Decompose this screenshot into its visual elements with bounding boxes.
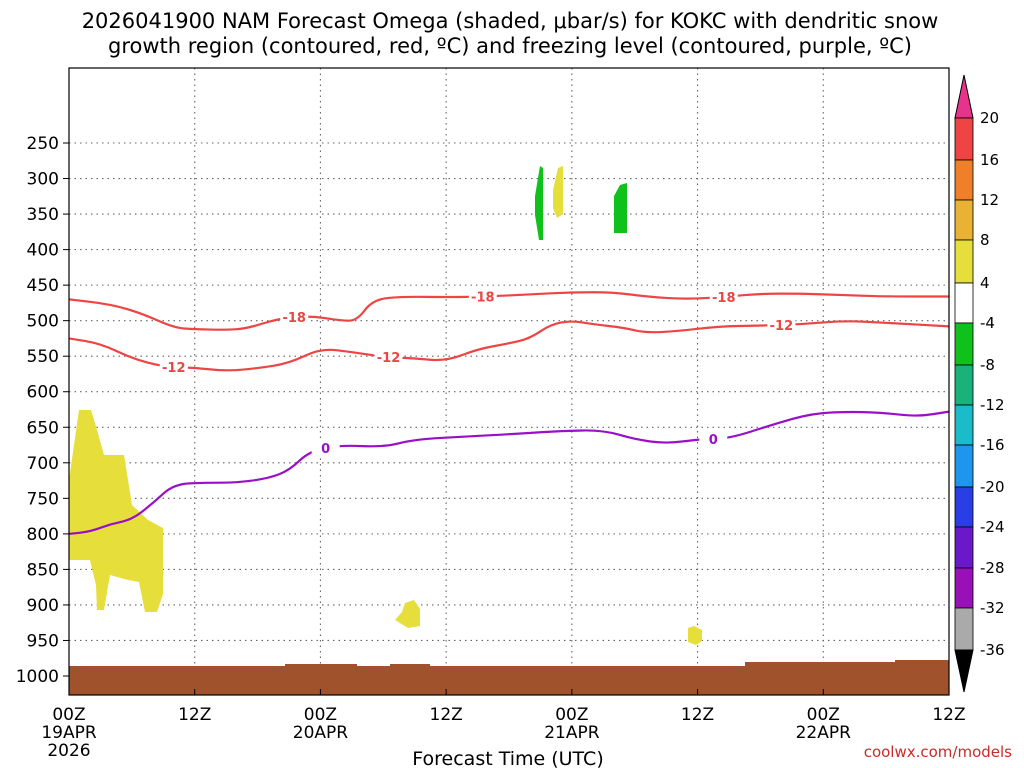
colorbar: 20 16 12 8 4 -4 -8 -12 -16 -20 -24 -28 -32 -36 (954, 74, 1005, 693)
colorbar-swatch-2 (954, 159, 974, 201)
y-tick-label-600: 600 (27, 383, 59, 403)
x-tick-date-72: 22APR (796, 723, 852, 743)
omega-shade-yellow-2 (395, 600, 420, 628)
x-tick-label-84: 12Z (932, 705, 965, 725)
y-tick-label-750: 750 (27, 489, 59, 509)
x-tick-label-72: 00Z (807, 705, 840, 725)
y-tick-label-900: 900 (27, 596, 59, 616)
omega-shade-yellow-1 (69, 410, 163, 612)
colorbar-top-arrow (954, 74, 974, 119)
colorbar-swatch-3 (954, 199, 974, 241)
colorbar-swatch-12 (954, 567, 974, 609)
contour-label-bg (159, 359, 188, 375)
contour-label--12: -12 (162, 361, 186, 376)
y-tick-label-800: 800 (27, 525, 59, 545)
x-tick-date-24: 20APR (293, 723, 349, 743)
contour-label--12: -12 (377, 351, 401, 366)
colorbar-label-13: -36 (980, 641, 1005, 659)
x-tick-date-0: 19APR (41, 723, 97, 743)
y-tick-label-650: 650 (27, 418, 59, 438)
x-tick-label-24: 00Z (304, 705, 337, 725)
y-tick-label-1000: 1000 (16, 667, 59, 687)
contour-label-0: 0 (709, 433, 718, 448)
colorbar-swatch-6 (954, 322, 974, 366)
x-tick-year-0: 2026 (47, 741, 90, 761)
x-tick-label-36: 12Z (430, 705, 463, 725)
x-axis-title: Forecast Time (UTC) (412, 748, 603, 768)
x-tick-date-48: 21APR (544, 723, 600, 743)
chart-title-line-2: growth region (contoured, red, ºC) and f… (108, 34, 912, 58)
y-tick-label-700: 700 (27, 454, 59, 474)
colorbar-label-3: 8 (980, 231, 990, 249)
omega-shade-green-1 (535, 166, 543, 240)
y-tick-label-350: 350 (27, 205, 59, 225)
temperature-contours: -18 -18 -18 -12 -12 -12 0 0 (68, 288, 950, 535)
colorbar-swatch-11 (954, 526, 974, 569)
y-tick-label-400: 400 (27, 241, 59, 261)
colorbar-swatch-1 (954, 117, 974, 161)
contour-label--18: -18 (712, 291, 736, 306)
colorbar-label-0: 20 (980, 109, 999, 127)
contour-label-bg (468, 288, 497, 304)
y-tick-label-550: 550 (27, 347, 59, 367)
contour-label-0: 0 (321, 442, 330, 457)
x-tick-label-12: 12Z (178, 705, 211, 725)
contour-line--12-1 (68, 320, 950, 372)
colorbar-label-2: 12 (980, 191, 999, 209)
y-tick-label-300: 300 (27, 170, 59, 190)
colorbar-label-8: -16 (980, 436, 1005, 454)
colorbar-swatch-7 (954, 364, 974, 406)
colorbar-label-1: 16 (980, 151, 999, 169)
contour-label-bg (709, 288, 738, 304)
colorbar-label-4: 4 (980, 274, 990, 292)
y-tick-label-250: 250 (27, 134, 59, 154)
colorbar-swatch-4 (954, 239, 974, 284)
colorbar-label-12: -32 (980, 599, 1005, 617)
x-tick-label-48: 00Z (555, 705, 588, 725)
terrain-surface (69, 660, 949, 695)
colorbar-swatch-9 (954, 444, 974, 488)
colorbar-label-7: -12 (980, 396, 1005, 414)
y-axis-pressure: 250 300 350 400 450 500 550 600 650 700 750 800 850 9… (16, 134, 69, 687)
colorbar-swatch-8 (954, 404, 974, 446)
contour-label--12: -12 (770, 319, 794, 334)
omega-shade-yellow-4 (553, 166, 563, 218)
y-tick-label-950: 950 (27, 631, 59, 651)
omega-shade-green-2 (614, 183, 627, 233)
credit-text: coolwx.com/models (864, 743, 1012, 761)
y-tick-label-450: 450 (27, 276, 59, 296)
x-tick-label-60: 12Z (681, 705, 714, 725)
contour-line--18-0 (68, 291, 949, 331)
contour-label-bg (280, 309, 309, 325)
colorbar-label-10: -24 (980, 518, 1005, 536)
omega-shading (69, 166, 702, 645)
colorbar-swatch-13 (954, 607, 974, 651)
x-tick-label-0: 00Z (52, 705, 85, 725)
contour-label-bg (374, 349, 403, 365)
contour-label--18: -18 (282, 311, 306, 326)
y-tick-label-500: 500 (27, 312, 59, 332)
contour-label-bg (311, 439, 340, 455)
colorbar-label-5: -4 (980, 314, 995, 332)
contour-line-0-2 (68, 410, 950, 535)
colorbar-bottom-arrow (954, 649, 974, 693)
chart-title-line-1: 2026041900 NAM Forecast Omega (shaded, μ… (82, 9, 939, 33)
omega-shade-yellow-3 (688, 626, 702, 645)
contour-label--18: -18 (471, 291, 495, 306)
colorbar-label-9: -20 (980, 478, 1005, 496)
plot-area: -18 -18 -18 -12 -12 -12 0 0 (68, 67, 950, 696)
contour-label-bg (767, 316, 796, 332)
colorbar-swatch-10 (954, 486, 974, 528)
y-tick-label-850: 850 (27, 560, 59, 580)
colorbar-label-6: -8 (980, 356, 995, 374)
colorbar-swatch-5 (954, 282, 974, 324)
contour-label-bg (699, 430, 728, 446)
colorbar-label-11: -28 (980, 559, 1005, 577)
